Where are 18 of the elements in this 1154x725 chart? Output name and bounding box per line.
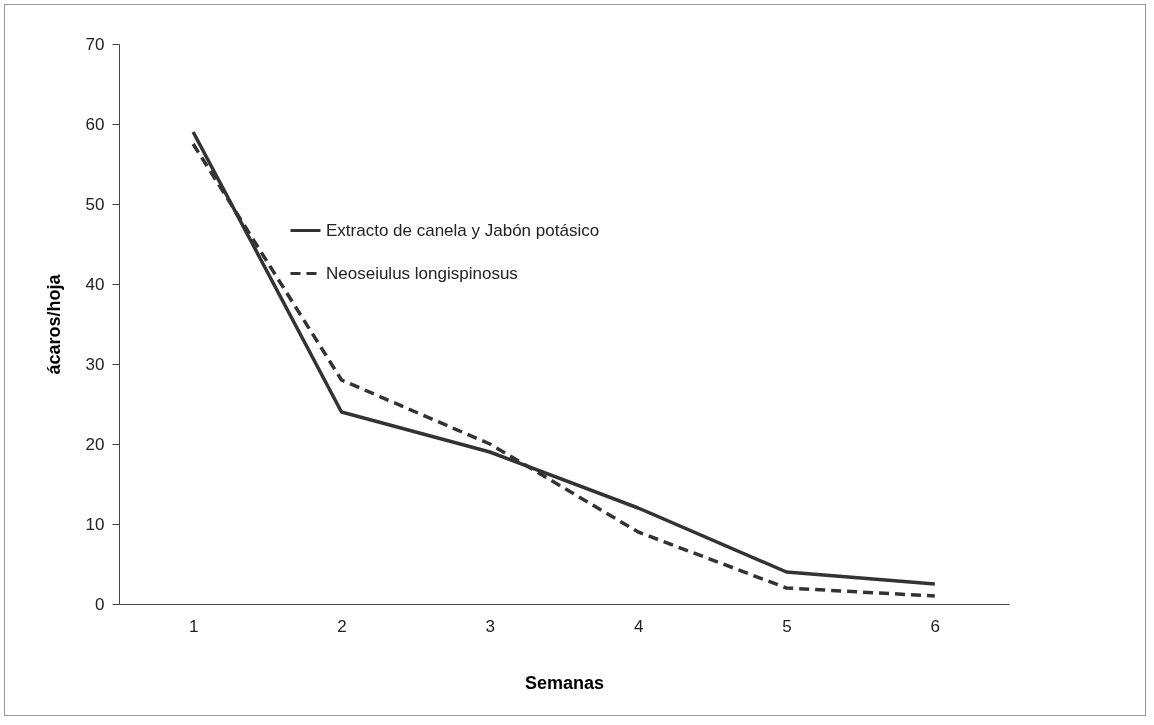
legend-label: Extracto de canela y Jabón potásico <box>326 220 600 240</box>
y-tick-label: 50 <box>85 194 105 214</box>
y-tick-label: 0 <box>95 594 105 614</box>
x-tick-label: 6 <box>930 616 941 636</box>
x-tick-label: 3 <box>485 616 496 636</box>
x-tick-label: 1 <box>188 616 199 636</box>
x-tick-label: 2 <box>337 616 347 636</box>
y-tick-label: 60 <box>85 114 105 134</box>
x-tick-label: 5 <box>782 616 792 636</box>
y-tick-label: 70 <box>85 34 105 54</box>
y-axis-title: ácaros/hoja <box>43 273 64 375</box>
legend-label: Neoseiulus longispinosus <box>326 263 518 283</box>
y-tick-label: 30 <box>85 354 105 374</box>
x-axis-title: Semanas <box>524 672 605 693</box>
y-tick-label: 40 <box>85 274 105 294</box>
y-tick-label: 10 <box>85 514 105 534</box>
y-tick-label: 20 <box>85 434 105 454</box>
x-tick-label: 4 <box>633 616 644 636</box>
